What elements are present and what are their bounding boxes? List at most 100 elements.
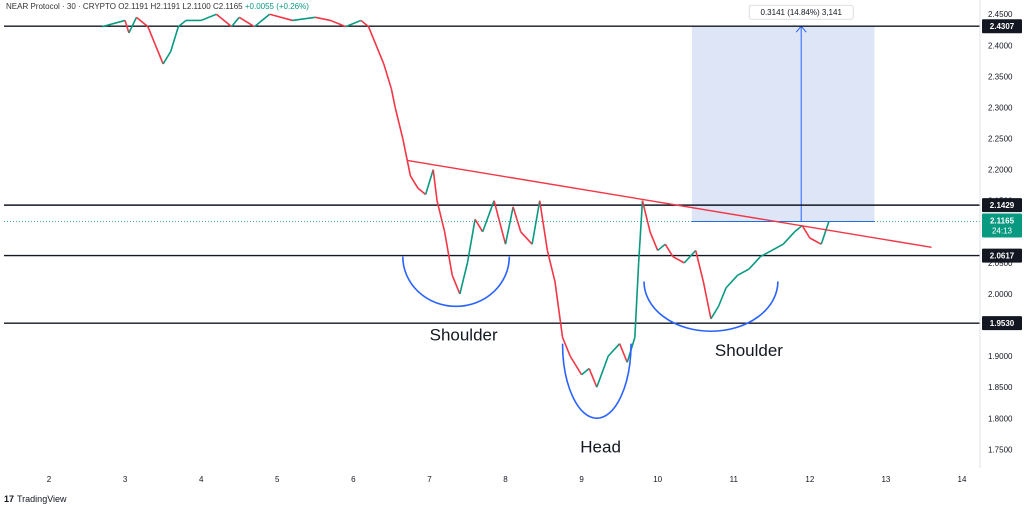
brand-label: TradingView [17,494,67,504]
price-segment [315,16,331,22]
y-tick-label: 1.8000 [988,414,1013,423]
price-segment [607,343,621,357]
level-price-tag-label: 2.0617 [990,252,1015,261]
x-tick-label: 2 [47,475,52,484]
y-tick-label: 2.0000 [988,290,1013,299]
price-segment [269,13,293,22]
y-tick-label: 2.2000 [988,166,1013,175]
level-price-tag-label: 2.4307 [990,22,1015,31]
pattern-label: Shoulder [430,326,498,345]
price-segment [215,13,233,28]
price-segment [432,169,438,201]
neckline-trendline[interactable] [406,159,932,249]
price-segment [409,175,419,189]
price-segment [657,243,666,252]
price-segment [588,368,598,388]
measure-box[interactable] [691,26,875,222]
level-price-tag[interactable] [982,248,1022,263]
price-segment [710,305,720,320]
price-segment [200,13,217,22]
price-segment [782,231,796,245]
price-segment [330,19,347,28]
y-tick-label: 2.4000 [988,41,1013,50]
price-segment [102,19,126,28]
change-value: +0.0055 (+0.26%) [244,2,309,11]
axes[interactable]: 1.75001.80001.85001.90001.95002.00002.05… [47,0,1022,484]
tradingview-brand[interactable]: 17 TradingView [4,494,67,504]
price-segment [694,250,705,282]
y-tick-label: 2.3500 [988,72,1013,81]
pattern-arcs[interactable] [401,256,779,419]
price-range-measure[interactable]: 0.3141 (14.84%) 3,141 [691,4,875,223]
price-segment [474,218,484,233]
price-segment [128,16,138,34]
price-segment [504,206,514,245]
x-tick-label: 3 [123,475,128,484]
x-tick-label: 7 [427,475,432,484]
measure-label-box [748,4,854,20]
price-segment [820,221,830,245]
last-price-tag[interactable] [982,213,1022,238]
price-segment [451,274,461,295]
price-segment [649,231,659,251]
price-segment [634,262,640,338]
x-tick-label: 13 [881,475,890,484]
y-tick-label: 2.0500 [988,259,1013,268]
price-segment [725,274,739,289]
symbol-header: NEAR Protocol · 30 · CRYPTO O2.1191 H2.1… [6,2,309,11]
x-tick-label: 11 [730,475,739,484]
price-segment [546,250,556,282]
price-segment [292,16,316,22]
symbol-label: NEAR Protocol · 30 · CRYPTO [6,2,116,11]
price-segment [641,200,651,232]
price-segment [759,249,773,258]
y-tick-label: 2.3000 [988,103,1013,112]
price-segment [162,51,172,65]
price-segment [459,262,469,295]
x-tick-label: 6 [351,475,356,484]
pattern-arc[interactable] [561,343,632,419]
horizontal-levels[interactable] [4,25,980,324]
price-segment [801,225,811,239]
tradingview-logo-icon: 17 [4,494,15,504]
price-series [4,13,980,388]
price-segment [520,231,533,245]
measure-label: 0.3141 (14.84%) 3,141 [761,8,843,17]
price-segment [538,200,549,251]
level-price-tag[interactable] [982,198,1022,213]
price-segment [748,256,761,270]
price-segment [147,26,157,46]
x-tick-label: 5 [275,475,280,484]
price-segment [135,16,149,28]
pattern-label: Head [580,437,621,456]
level-price-tag[interactable] [982,316,1022,331]
price-segment [124,20,130,34]
price-segment [394,107,404,139]
price-segment [794,224,803,233]
pattern-arc[interactable] [643,281,779,332]
price-segment [383,63,393,90]
price-segment [683,249,697,264]
pattern-annotations: Shoulder Head Shoulder [430,326,784,457]
y-tick-label: 2.2500 [988,135,1013,144]
price-segment [345,19,362,28]
price-segment [360,19,370,28]
price-segment [154,44,164,65]
price-segment [717,287,727,307]
price-segment [402,138,412,176]
price-segment [177,19,187,28]
price-segment [375,44,385,65]
y-tick-label: 1.9000 [988,352,1013,361]
y-tick-label: 2.4500 [988,10,1013,19]
x-tick-label: 14 [958,475,967,484]
level-price-tag-label: 2.1429 [990,201,1015,210]
price-segment [569,355,583,376]
price-segment [809,237,822,245]
level-price-tag[interactable] [982,19,1022,34]
x-tick-label: 10 [653,475,662,484]
y-tick-label: 1.7500 [988,445,1013,454]
pattern-arc[interactable] [401,256,511,308]
y-tick-label: 1.8500 [988,383,1013,392]
price-segment [581,367,590,376]
